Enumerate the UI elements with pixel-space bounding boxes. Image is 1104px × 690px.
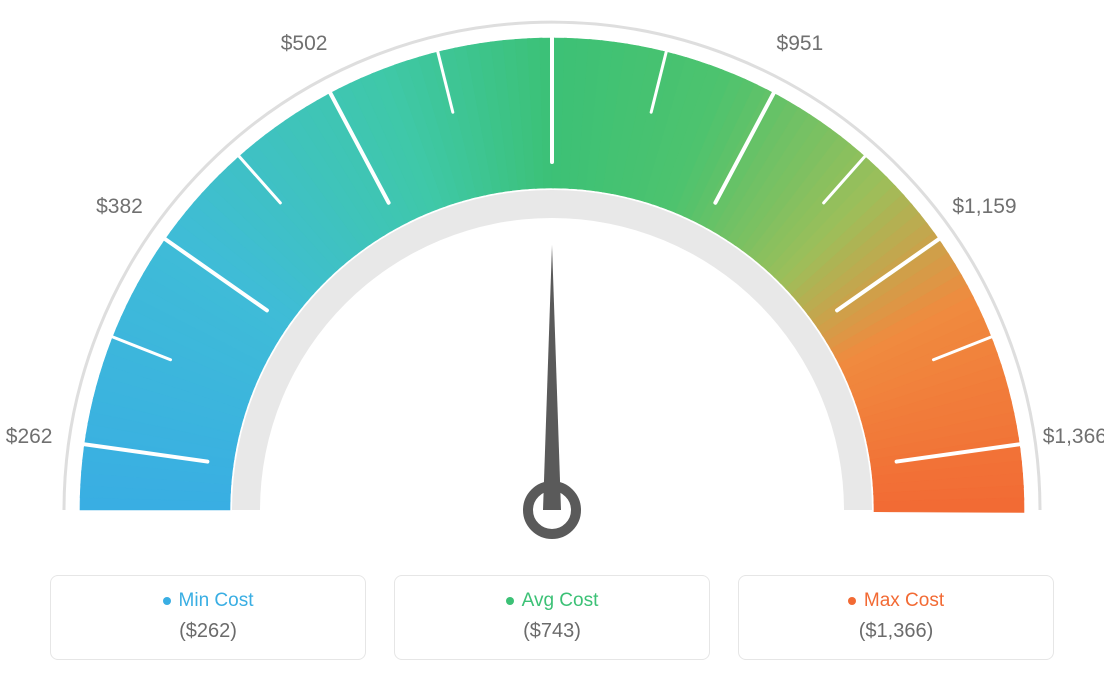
legend-value: ($743) (405, 620, 699, 643)
min-cost-card: Min Cost ($262) (50, 575, 366, 660)
gauge-area: $262$382$502$743$951$1,159$1,366 (0, 0, 1104, 560)
tick-label: $1,366 (1043, 425, 1104, 449)
legend-title: Min Cost (163, 590, 254, 612)
tick-label: $382 (96, 195, 143, 219)
tick-label: $502 (281, 32, 328, 56)
legend-value: ($1,366) (749, 620, 1043, 643)
avg-cost-card: Avg Cost ($743) (394, 575, 710, 660)
gauge-svg (0, 0, 1104, 560)
cost-gauge-chart: $262$382$502$743$951$1,159$1,366 Min Cos… (0, 0, 1104, 690)
gauge-needle (528, 245, 576, 534)
tick-label: $1,159 (952, 195, 1016, 219)
legend-title: Max Cost (848, 590, 944, 612)
legend-row: Min Cost ($262) Avg Cost ($743) Max Cost ($1,… (50, 575, 1054, 660)
legend-title: Avg Cost (506, 590, 599, 612)
legend-value: ($262) (61, 620, 355, 643)
tick-label: $262 (6, 425, 53, 449)
max-cost-card: Max Cost ($1,366) (738, 575, 1054, 660)
tick-label: $951 (777, 32, 824, 56)
